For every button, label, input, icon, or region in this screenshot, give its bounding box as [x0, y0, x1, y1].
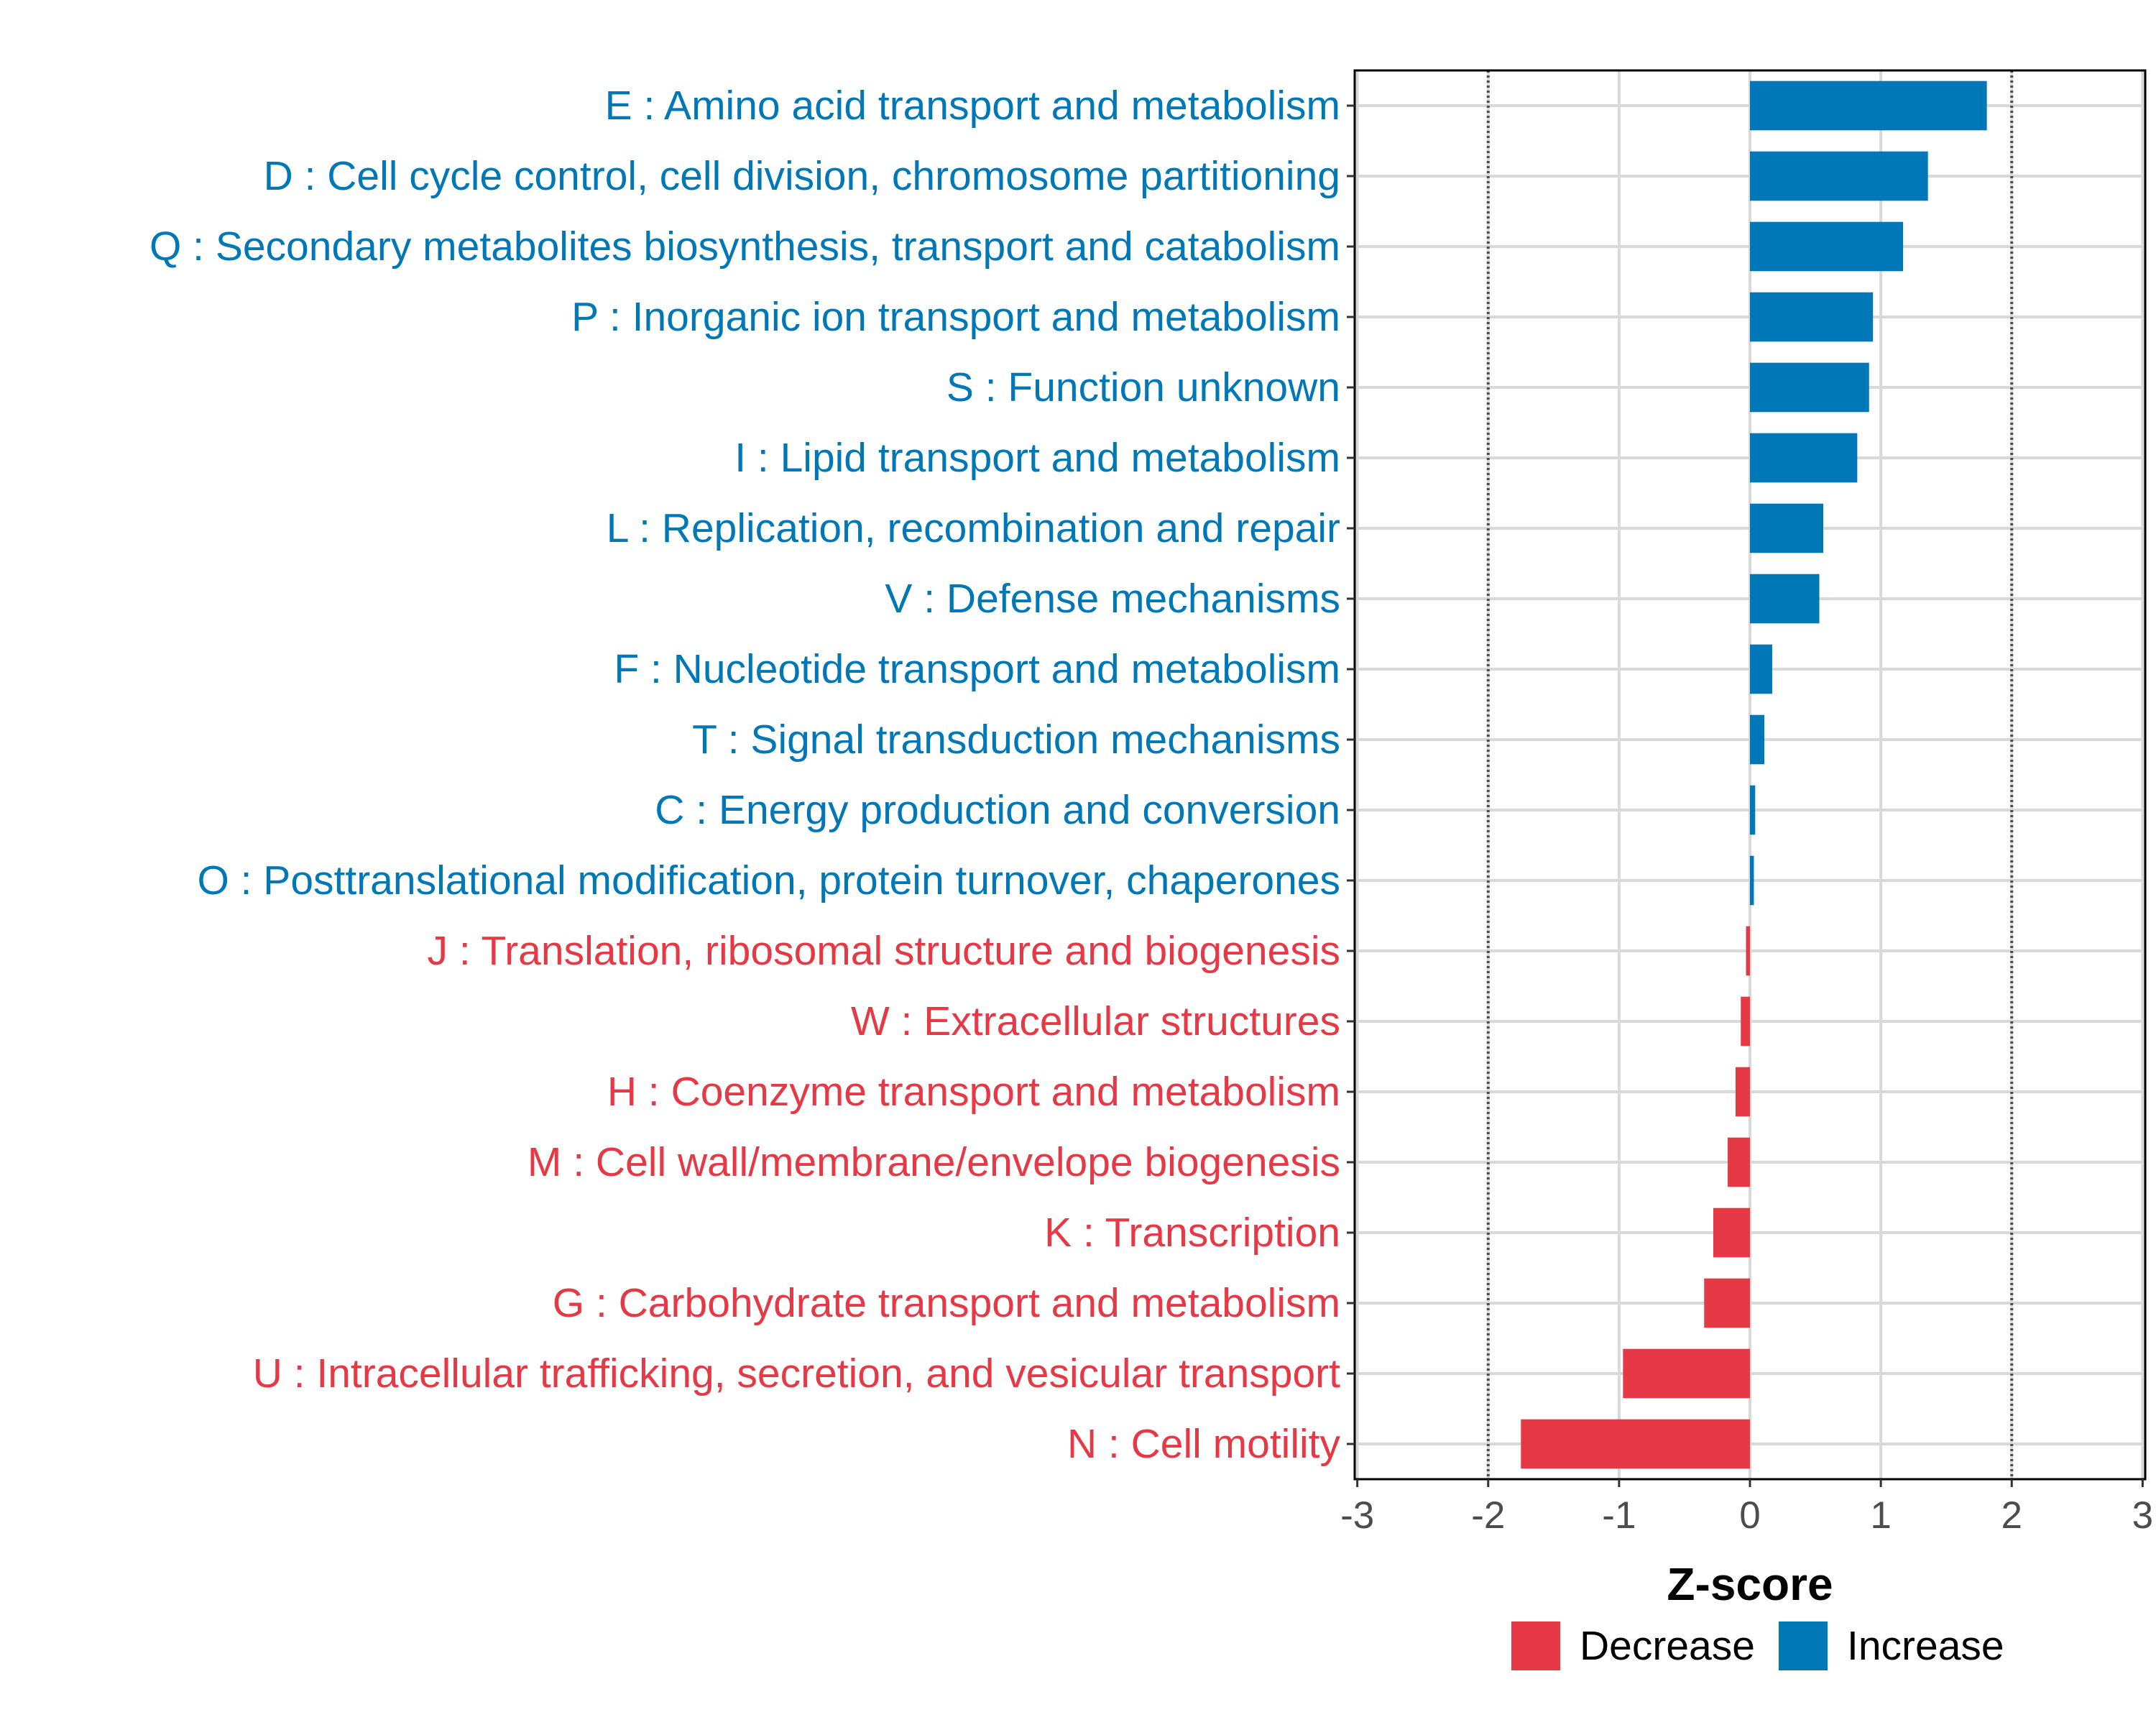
reference-lines — [1486, 70, 2014, 1479]
category-label: G : Carbohydrate transport and metabolis… — [553, 1280, 1340, 1326]
category-label: S : Function unknown — [946, 364, 1340, 410]
x-tick-label: 2 — [2001, 1494, 2022, 1537]
bars — [1521, 80, 1987, 1469]
x-tick-label: 0 — [1739, 1494, 1760, 1537]
category-label: P : Inorganic ion transport and metaboli… — [571, 294, 1340, 340]
bar — [1735, 1067, 1750, 1117]
x-tick-label: -2 — [1471, 1494, 1505, 1537]
bar — [1521, 1419, 1750, 1469]
bar — [1623, 1348, 1750, 1399]
bar — [1750, 855, 1754, 906]
x-tick-label: 1 — [1870, 1494, 1891, 1537]
category-ticks — [1347, 104, 1355, 1445]
legend: Decrease Increase — [1511, 1622, 2004, 1670]
x-axis-title: Z-score — [1667, 1558, 1833, 1610]
category-label: C : Energy production and conversion — [655, 787, 1340, 833]
legend-key-decrease — [1511, 1622, 1560, 1670]
category-label: J : Translation, ribosomal structure and… — [428, 928, 1340, 974]
category-labels: E : Amino acid transport and metabolism D… — [149, 83, 1341, 1467]
category-label: N : Cell motility — [1067, 1421, 1341, 1467]
category-label: E : Amino acid transport and metabolism — [605, 83, 1340, 129]
category-label: F : Nucleotide transport and metabolism — [614, 646, 1340, 692]
category-label: V : Defense mechanisms — [885, 576, 1340, 622]
category-label: H : Coenzyme transport and metabolism — [607, 1069, 1340, 1115]
category-label: T : Signal transduction mechanisms — [692, 717, 1340, 763]
x-tick-label: 3 — [2132, 1494, 2153, 1537]
category-label: U : Intracellular trafficking, secretion… — [253, 1351, 1340, 1397]
category-label: M : Cell wall/membrane/envelope biogenes… — [528, 1139, 1340, 1185]
bar — [1750, 221, 1904, 272]
legend-label-increase: Increase — [1847, 1623, 2004, 1669]
legend-label-decrease: Decrease — [1580, 1623, 1755, 1669]
x-tick-label: -3 — [1340, 1494, 1374, 1537]
x-axis-ticks: -3 -2 -1 0 1 2 3 — [1340, 1479, 2153, 1537]
bar — [1750, 503, 1823, 553]
bar — [1750, 362, 1869, 413]
category-label: O : Posttranslational modification, prot… — [197, 857, 1340, 903]
grid-lines — [1355, 70, 2145, 1479]
bar — [1750, 574, 1820, 624]
bar — [1746, 926, 1750, 976]
x-tick-label: -1 — [1602, 1494, 1636, 1537]
bar — [1750, 644, 1772, 694]
bar — [1750, 80, 1987, 131]
bar — [1750, 292, 1874, 342]
category-label: L : Replication, recombination and repai… — [607, 505, 1340, 551]
bar — [1704, 1278, 1750, 1328]
category-label: W : Extracellular structures — [851, 998, 1340, 1044]
bar — [1713, 1208, 1750, 1258]
legend-key-increase — [1779, 1622, 1828, 1670]
category-label: I : Lipid transport and metabolism — [734, 435, 1340, 481]
bar — [1750, 151, 1928, 201]
category-label: K : Transcription — [1044, 1210, 1340, 1256]
bar — [1750, 785, 1756, 835]
category-label: Q : Secondary metabolites biosynthesis, … — [149, 224, 1340, 270]
bar — [1750, 433, 1858, 483]
bar — [1750, 714, 1765, 765]
category-label: D : Cell cycle control, cell division, c… — [264, 153, 1340, 199]
bar — [1728, 1137, 1750, 1187]
bar — [1741, 996, 1750, 1046]
